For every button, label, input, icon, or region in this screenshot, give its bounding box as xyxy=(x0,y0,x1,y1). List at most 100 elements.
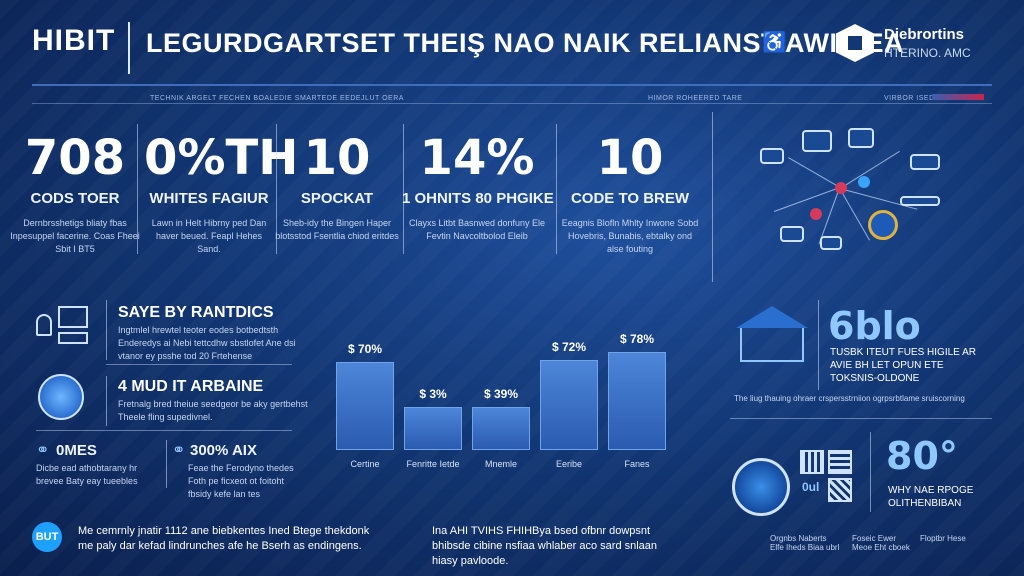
panel2-title: 4 MUD IT ARBAINE xyxy=(118,378,264,395)
network-link xyxy=(840,150,900,189)
right-panel1-note: The liug thauing ohraer crspersstrniion … xyxy=(734,394,965,403)
link-icon: ⚭ xyxy=(36,442,50,459)
house-network-illustration xyxy=(736,306,808,366)
team-illustration xyxy=(36,300,92,350)
stat-title: 1 OHNITS 80 PHGIKE xyxy=(402,190,554,207)
hub-node xyxy=(835,182,847,194)
desk-icon xyxy=(58,332,88,344)
stat-description: Lawn in Helt Hibrny ped Dan haver beued.… xyxy=(151,218,267,254)
right-panel2-note-left: Orgnbs Naberts Elfe Iheds Biaa ubrl xyxy=(770,534,840,552)
rule-label-right: VIRBOR ISEDT xyxy=(884,95,940,102)
network-link xyxy=(773,187,840,212)
qr-label: 0ul xyxy=(802,480,820,494)
device-icon xyxy=(900,196,940,206)
chart-category-label: Eeribe xyxy=(555,459,582,469)
panel1-text: Ingtmlel hrewtel teoter eodes botbedtsth… xyxy=(118,325,296,361)
header-subrule xyxy=(32,103,992,104)
chart-bar-label: $ 70% xyxy=(347,342,383,356)
right-panel2-caption: WHY NAE RPOGE OLITHENBIBAN xyxy=(888,485,974,509)
device-icon xyxy=(820,236,842,250)
link-icon: ⚭ xyxy=(172,442,186,459)
stat-description: Clayxs Litbt Basnwed donfuny Ele Fevtin … xyxy=(408,218,546,241)
rule-label-mid: HIMOR ROHEERED TARE xyxy=(648,95,743,102)
roof-icon xyxy=(736,306,808,328)
right-panel2-note-mid: Foseic Ewer Meoe Eht cboek xyxy=(852,534,910,552)
panel1-title: SAYE BY RANTDICS xyxy=(118,304,274,321)
stat-description: Dernbrsshetigs bliaty fbas Inpesuppel fa… xyxy=(10,218,140,254)
right-panel1-caption: TUSBK ITEUT FUES HIGILE AR AVIE BH LET O… xyxy=(830,347,976,384)
globe-icon xyxy=(868,210,898,240)
chart-bar xyxy=(608,352,666,450)
stat-description: Sheb-idy the Bingen Haper blotsstod Fsen… xyxy=(275,218,399,241)
right-column-divider xyxy=(712,112,713,282)
chart-category-label: Certine xyxy=(350,459,380,469)
panel-separator xyxy=(106,376,107,426)
panel-separator xyxy=(106,300,107,360)
stat-description: Eeagnis Blofln Mhlty Inwone Sobd Hovebri… xyxy=(561,218,699,254)
logo: HIBIT xyxy=(32,24,116,57)
mini-stat-a-title: 0MES xyxy=(56,442,97,459)
chart-bar-label: $ 3% xyxy=(419,387,447,401)
right-panel2-value: 80° xyxy=(886,434,958,478)
panel-separator xyxy=(870,432,871,512)
right-panel1-value: 6blo xyxy=(828,304,921,348)
brand-subtitle: HTERINO. AMC xyxy=(884,46,971,60)
hub-node xyxy=(858,176,870,188)
chart-category-label: Fanes xyxy=(624,459,650,469)
network-illustration xyxy=(740,118,960,258)
brand-hexagon-inner xyxy=(848,36,862,50)
mini-stat-a-text: Dicbe ead athobtarany hr brevee Baty eay… xyxy=(36,463,138,486)
panel-separator xyxy=(166,440,167,488)
chart-bar xyxy=(336,362,394,450)
stat-separator xyxy=(137,124,138,254)
chart-bar xyxy=(404,407,462,450)
stat-title: CODE TO BREW xyxy=(570,190,690,207)
stat-title: WHITES FAGIUR xyxy=(149,190,269,207)
stat-value: 708 xyxy=(24,130,126,186)
panel-hline xyxy=(106,364,292,365)
chart-category-label: Mnemle xyxy=(484,459,517,469)
brand-name: Diebrortins xyxy=(884,26,965,43)
stat-4: 14% 1 OHNITS 80 PHGIKE Clayxs Litbt Basn… xyxy=(402,130,554,243)
panel-hline xyxy=(730,418,992,419)
monitor-icon xyxy=(848,128,874,148)
stat-separator xyxy=(403,124,404,254)
header-divider xyxy=(128,22,130,74)
monitor-icon xyxy=(802,130,832,152)
stat-5: 10 CODE TO BREW Eeagnis Blofln Mhlty Inw… xyxy=(560,130,700,256)
rule-label-left: TECHNIK ARGELT FECHEN BOALEDIE SMARTEDE … xyxy=(150,95,404,102)
stat-value: 0%TH xyxy=(144,130,299,186)
stat-title: CODS TOER xyxy=(30,190,120,207)
chart-bar-label: $ 78% xyxy=(619,332,655,346)
rule-accent xyxy=(932,94,984,100)
stat-title: SPOCKAT xyxy=(300,190,374,207)
stat-value: 14% xyxy=(419,130,535,186)
mini-stat-b-title: 300% AIX xyxy=(190,442,257,459)
chart-bar-label: $ 39% xyxy=(483,387,519,401)
stat-value: 10 xyxy=(303,130,371,186)
server-icon xyxy=(732,458,790,516)
network-link xyxy=(788,157,841,188)
wheelchair-icon: ♿ xyxy=(762,32,787,54)
hub-node xyxy=(810,208,822,220)
mini-stat-b-text: Feae the Ferodyno thedes Foth pe ficxeot… xyxy=(188,463,294,499)
cloud-icon xyxy=(38,374,84,420)
footer-text: Me cemrnly jnatir 1112 ane biebkentes In… xyxy=(78,525,370,552)
panel-hline xyxy=(36,430,292,431)
mid-footer-text: Ina AHI TVIHS FHIHBya bsed ofbnr dowpsnt… xyxy=(432,525,658,567)
header-rule xyxy=(32,84,992,86)
chart-category-label: Fenritte Ietde xyxy=(406,459,460,469)
stat-3: 10 SPOCKAT Sheb-idy the Bingen Haper blo… xyxy=(272,130,402,243)
device-icon xyxy=(760,148,784,164)
chart-bar xyxy=(472,407,530,450)
house-icon xyxy=(740,326,804,362)
right-panel2-note-right: Floptbr Hese xyxy=(920,534,966,543)
qr-code-icon xyxy=(800,450,824,474)
chart-bar-label: $ 72% xyxy=(551,340,587,354)
stat-separator xyxy=(556,124,557,254)
board-icon xyxy=(58,306,88,328)
person-icon xyxy=(36,314,52,336)
stat-value: 10 xyxy=(596,130,664,186)
stat-2: 0%TH WHITES FAGIUR Lawn in Helt Hibrny p… xyxy=(144,130,299,256)
